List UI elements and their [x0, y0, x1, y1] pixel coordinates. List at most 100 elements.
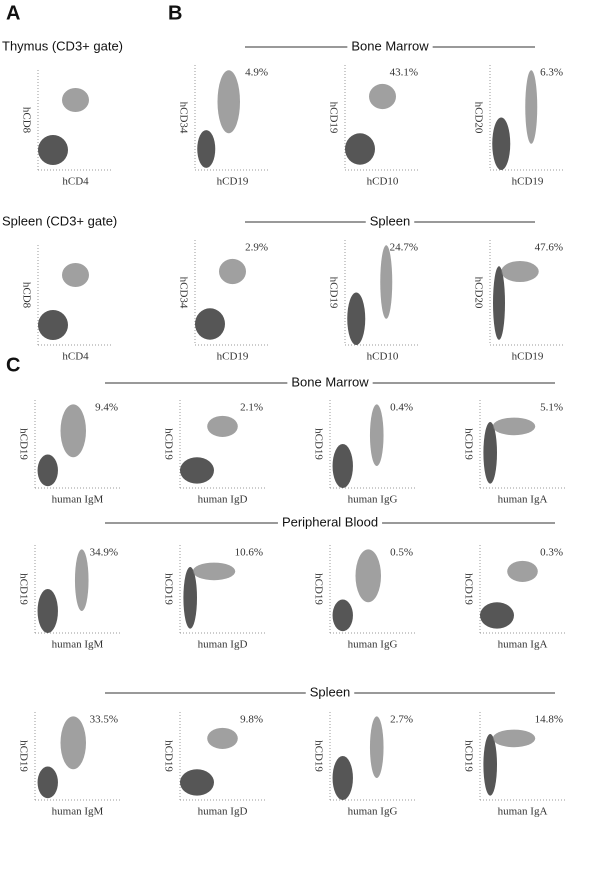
y-axis-label: hCD34 [177, 102, 189, 134]
percentage: 47.6% [535, 242, 563, 254]
x-axis-label: human IgM [52, 806, 104, 818]
cell-population [219, 259, 246, 284]
cell-population [333, 756, 353, 800]
cell-population [345, 133, 375, 165]
cell-population [38, 310, 68, 340]
section-title: Bone Marrow [291, 374, 369, 389]
section-title: Bone Marrow [351, 38, 429, 53]
cell-population [493, 730, 536, 748]
percentage: 10.6% [235, 547, 263, 559]
cell-population [380, 245, 392, 319]
y-axis-label: hCD20 [472, 102, 484, 134]
x-axis-label: hCD10 [367, 351, 399, 363]
cell-population [525, 70, 537, 144]
y-axis-label: hCD19 [162, 428, 174, 460]
percentage: 14.8% [535, 714, 563, 726]
y-axis-label: hCD19 [162, 740, 174, 772]
y-axis-label: hCD19 [462, 740, 474, 772]
x-axis-label: human IgG [348, 806, 398, 818]
section-title: Spleen [370, 213, 410, 228]
percentage: 6.3% [540, 67, 563, 79]
cell-population [507, 561, 538, 582]
x-axis-label: human IgA [498, 494, 548, 506]
percentage: 34.9% [90, 547, 118, 559]
percentage: 24.7% [390, 242, 418, 254]
cell-population [38, 767, 58, 799]
cell-population [207, 728, 238, 749]
gate-title: Spleen (CD3+ gate) [2, 213, 117, 228]
y-axis-label: hCD19 [17, 428, 29, 460]
y-axis-label: hCD19 [312, 740, 324, 772]
percentage: 4.9% [245, 67, 268, 79]
cell-population [483, 422, 497, 484]
percentage: 2.9% [245, 242, 268, 254]
cell-population [218, 70, 241, 133]
cell-population [62, 263, 89, 287]
y-axis-label: hCD19 [17, 573, 29, 605]
x-axis-label: human IgD [198, 494, 248, 506]
cell-population [38, 455, 58, 487]
percentage: 2.7% [390, 714, 413, 726]
y-axis-label: hCD19 [462, 573, 474, 605]
section-title: Spleen [310, 684, 350, 699]
cell-population [370, 716, 384, 778]
gate-title: Thymus (CD3+ gate) [2, 38, 123, 53]
cell-population [61, 716, 87, 769]
cell-population [180, 769, 214, 795]
cell-population [333, 600, 353, 632]
x-axis-label: hCD10 [367, 176, 399, 188]
cell-population [197, 130, 215, 168]
percentage: 2.1% [240, 402, 263, 414]
cell-population [501, 261, 539, 282]
cell-population [193, 563, 236, 581]
cell-population [480, 602, 514, 628]
x-axis-label: human IgD [198, 639, 248, 651]
cell-population [347, 293, 365, 346]
cell-population [483, 734, 497, 796]
y-axis-label: hCD20 [472, 277, 484, 309]
x-axis-label: human IgA [498, 806, 548, 818]
y-axis-label: hCD19 [327, 102, 339, 134]
y-axis-label: hCD19 [312, 428, 324, 460]
x-axis-label: hCD19 [512, 176, 544, 188]
y-axis-label: hCD34 [177, 277, 189, 309]
cell-population [61, 404, 87, 457]
cell-population [195, 308, 225, 340]
y-axis-label: hCD8 [20, 282, 32, 309]
x-axis-label: hCD19 [217, 176, 249, 188]
panel-letter: C [6, 354, 20, 376]
y-axis-label: hCD19 [162, 573, 174, 605]
x-axis-label: hCD19 [217, 351, 249, 363]
cell-population [38, 135, 68, 165]
percentage: 9.8% [240, 714, 263, 726]
y-axis-label: hCD19 [462, 428, 474, 460]
cell-population [75, 549, 89, 611]
panel-letter: A [6, 2, 20, 24]
cell-population [493, 418, 536, 436]
x-axis-label: human IgD [198, 806, 248, 818]
x-axis-label: hCD4 [62, 351, 89, 363]
cell-population [207, 416, 238, 437]
cell-population [180, 457, 214, 483]
x-axis-label: human IgA [498, 639, 548, 651]
percentage: 0.5% [390, 547, 413, 559]
cell-population [493, 266, 505, 340]
percentage: 9.4% [95, 402, 118, 414]
cell-population [183, 567, 197, 629]
panel-letter: B [168, 2, 182, 24]
section-title: Peripheral Blood [282, 514, 378, 529]
cell-population [369, 84, 396, 109]
x-axis-label: human IgG [348, 639, 398, 651]
figure: A B C Thymus (CD3+ gate) hCD8 hCD4 Spleen (… [0, 0, 591, 870]
x-axis-label: human IgM [52, 494, 104, 506]
x-axis-label: human IgG [348, 494, 398, 506]
x-axis-label: human IgM [52, 639, 104, 651]
y-axis-label: hCD19 [17, 740, 29, 772]
percentage: 0.3% [540, 547, 563, 559]
cell-population [62, 88, 89, 112]
percentage: 43.1% [390, 67, 418, 79]
cell-population [38, 589, 58, 633]
y-axis-label: hCD8 [20, 107, 32, 134]
percentage: 33.5% [90, 714, 118, 726]
percentage: 5.1% [540, 402, 563, 414]
